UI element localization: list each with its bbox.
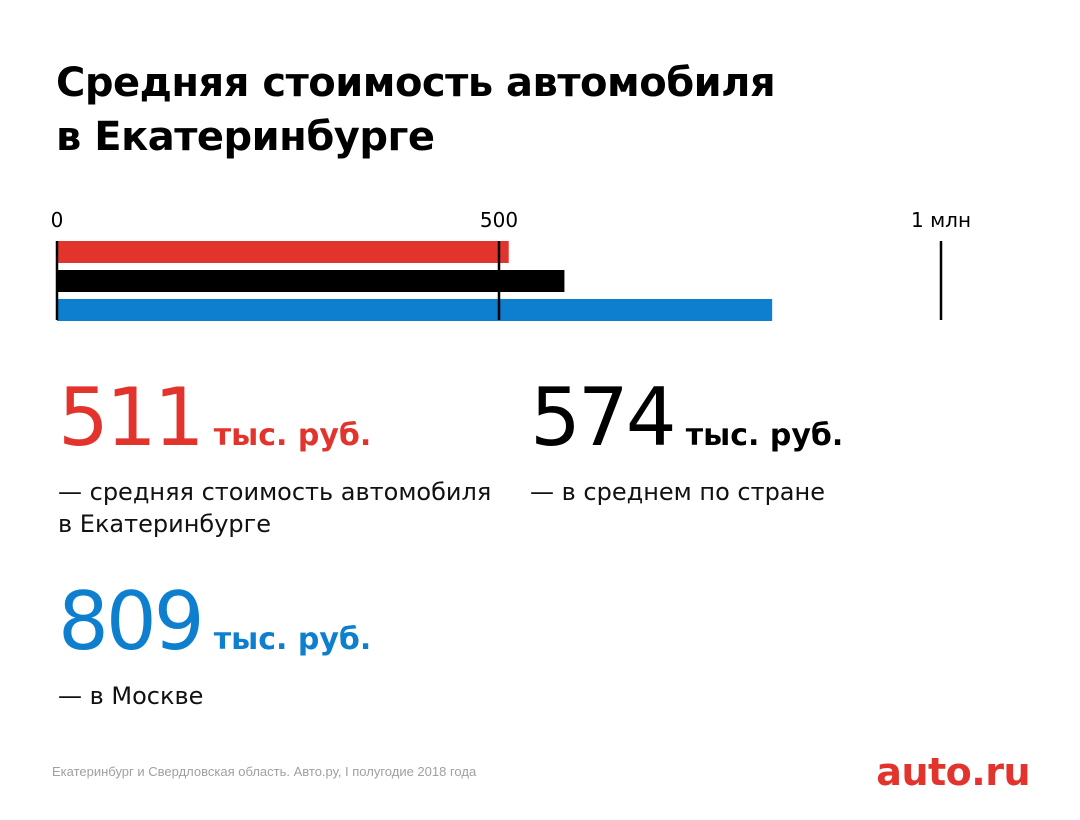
bar — [57, 270, 565, 292]
bar — [57, 299, 773, 321]
stat-country: 574 тыс. руб. — в среднем по стране — [530, 378, 950, 508]
stat-unit: тыс. руб. — [213, 418, 372, 453]
stat-description: — средняя стоимость автомобиля в Екатери… — [58, 478, 492, 538]
page-title: Средняя стоимость автомобиля в Екатеринб… — [56, 56, 1016, 164]
stat-unit: тыс. руб. — [213, 622, 372, 657]
bar-chart: 0 500 1 млн — [51, 208, 971, 321]
stat-value: 511 — [58, 371, 205, 464]
stat-value: 809 — [58, 575, 205, 668]
title-line: Средняя стоимость автомобиля — [56, 60, 776, 106]
stat-head: 809 тыс. руб. — [58, 582, 498, 662]
stat-head: 574 тыс. руб. — [530, 378, 950, 458]
stat-head: 511 тыс. руб. — [58, 378, 498, 458]
bar — [57, 241, 509, 263]
stat-ekaterinburg: 511 тыс. руб. — средняя стоимость автомоб… — [58, 378, 498, 540]
tick-label: 500 — [480, 208, 518, 232]
tick-label: 1 млн — [911, 208, 971, 232]
stat-moscow: 809 тыс. руб. — в Москве — [58, 582, 498, 712]
stat-description: — в Москве — [58, 682, 204, 710]
stat-value: 574 — [530, 371, 677, 464]
auto-ru-logo[interactable]: auto.ru — [876, 750, 1030, 794]
stat-description: — в среднем по стране — [530, 478, 825, 506]
source-note: Екатеринбург и Свердловская область. Авт… — [52, 764, 477, 779]
tick-label: 0 — [51, 208, 64, 232]
title-line: в Екатеринбурге — [56, 114, 435, 160]
stat-unit: тыс. руб. — [685, 418, 844, 453]
